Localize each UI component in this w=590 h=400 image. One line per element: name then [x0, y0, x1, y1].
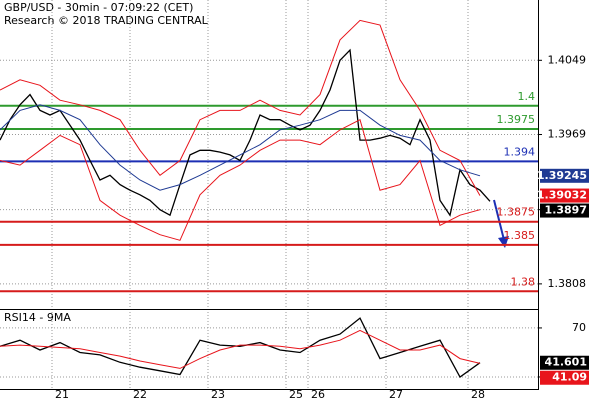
x-tick-label: 25 [289, 388, 303, 400]
series-line [0, 104, 481, 191]
x-tick-label: 21 [55, 388, 69, 400]
y-tick-label: 1.3808 [548, 277, 587, 290]
y-tick-label: 1.4049 [548, 53, 587, 66]
series-line [0, 329, 481, 369]
value-tag [540, 168, 589, 183]
value-tag [540, 188, 589, 203]
value-tag-label: 41.09 [552, 371, 587, 384]
level-label: 1.394 [504, 145, 536, 158]
level-label: 1.385 [504, 229, 536, 242]
chart-subtitle: Research © 2018 TRADING CENTRAL [4, 14, 209, 27]
value-tag-label: 1.39245 [537, 169, 587, 182]
panel-title: RSI14 - 9MA [4, 311, 71, 324]
level-label: 1.4 [518, 90, 536, 103]
value-tag [540, 203, 589, 218]
y-tick-label: 1.3969 [548, 128, 587, 141]
series-line [0, 48, 491, 217]
x-tick-label: 28 [471, 388, 485, 400]
y-tick-label: 70 [572, 321, 586, 334]
series-line [0, 118, 481, 241]
x-tick-label: 27 [389, 388, 403, 400]
level-label: 1.3875 [497, 206, 536, 219]
chart-title: GBP/USD - 30min - 07:09:22 (CET) [4, 1, 193, 14]
series-line [0, 317, 481, 378]
value-tag-label: 1.3897 [545, 204, 587, 217]
x-tick-label: 26 [311, 388, 325, 400]
level-label: 1.3975 [497, 113, 536, 126]
x-tick-label: 22 [133, 388, 147, 400]
series-line [0, 19, 481, 196]
value-tag [540, 370, 589, 385]
arrow [493, 199, 505, 241]
value-tag-label: 1.39032 [537, 189, 587, 202]
x-tick-label: 23 [211, 388, 225, 400]
level-label: 1.38 [511, 275, 536, 288]
value-tag [540, 355, 589, 370]
arrow-head [498, 236, 509, 248]
value-tag-label: 41.601 [545, 356, 587, 369]
